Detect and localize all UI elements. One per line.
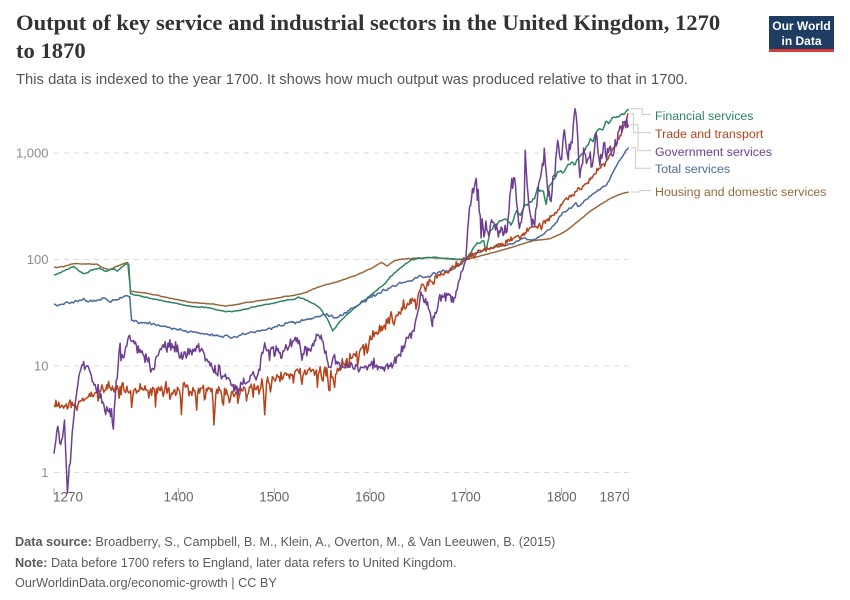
svg-text:1800: 1800 [547, 490, 577, 505]
svg-text:1700: 1700 [451, 490, 481, 505]
svg-text:1500: 1500 [259, 490, 289, 505]
svg-text:1270: 1270 [53, 490, 83, 505]
svg-text:10: 10 [34, 359, 48, 374]
svg-text:1870: 1870 [600, 490, 630, 505]
svg-text:100: 100 [27, 252, 49, 267]
svg-text:1,000: 1,000 [16, 146, 49, 161]
svg-text:1600: 1600 [355, 490, 385, 505]
svg-text:1: 1 [41, 465, 48, 480]
svg-text:1400: 1400 [163, 490, 193, 505]
